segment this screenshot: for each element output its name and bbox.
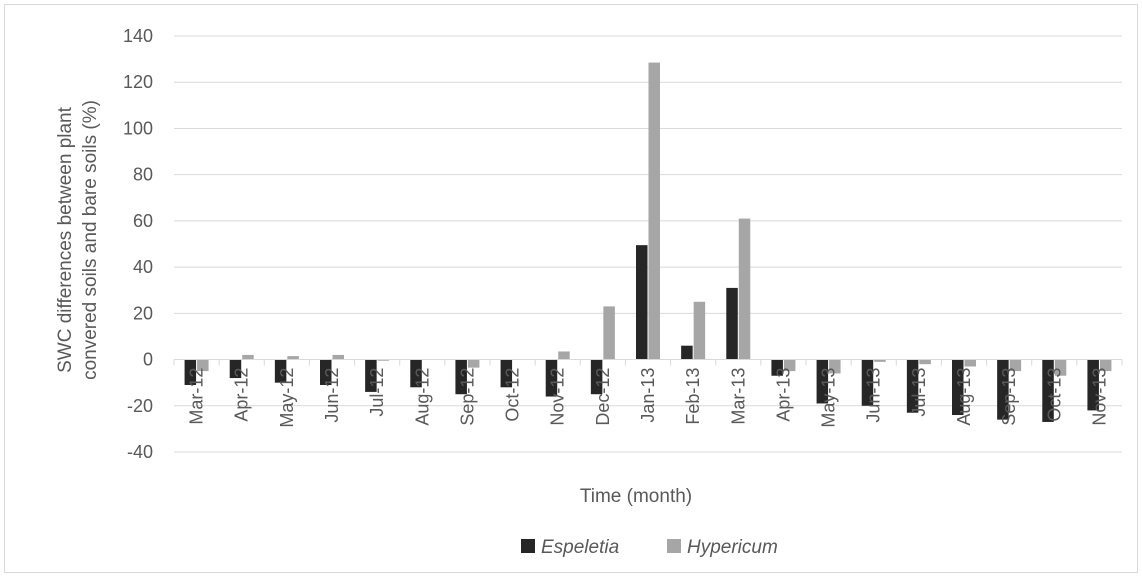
chart-area [4,4,1138,573]
bar-hypericum-jan-13 [648,62,660,360]
legend-label-espeletia: Espeletia [541,537,619,558]
bar-hypericum-mar-13 [738,218,751,360]
bar-hypericum-dec-12 [603,306,615,360]
bar-hypericum-jun-13 [874,359,886,362]
bar-hypericum-sep-12 [467,359,480,368]
x-tick-label: Jul-13 [909,368,929,417]
x-axis-tick-labels: Mar-12 Apr-12 May-12 Jun-12 Jul-12 Aug-12 Sep-… [187,368,1110,428]
x-tick-label: Jun-13 [864,368,884,423]
legend: Espeletia Hypericum [521,537,778,558]
bar-espeletia-jul-12 [365,359,377,392]
bar-espeletia-may-12 [274,359,287,383]
y-axis-title-line-1: SWC differences between plant [55,106,76,373]
bar-espeletia-sep-12 [455,359,467,395]
bar-hypericum-sep-13 [1009,359,1022,372]
bar-hypericum-apr-13 [783,359,796,372]
bar-espeletia-jul-13 [906,359,919,413]
x-tick-label: Jul-12 [367,368,387,417]
bars [173,62,1123,422]
bar-hypericum-feb-13 [693,301,706,360]
bar-hypericum-apr-12 [242,354,254,360]
x-tick-label: Nov-12 [548,368,568,426]
bar-espeletia-oct-13 [1042,359,1054,422]
bar-espeletia-mar-12 [184,359,197,385]
y-tick-label: 20 [133,303,153,323]
legend-swatch-espeletia [521,539,535,553]
x-tick-label: Apr-12 [232,368,252,422]
y-tick-label: 0 [143,350,153,370]
y-axis-title-line-2: convered soils and bare soils (%) [80,100,101,380]
bar-espeletia-nov-12 [545,359,558,397]
x-tick-label: Oct-13 [1044,368,1064,422]
x-tick-label: Feb-13 [683,368,703,425]
bar-espeletia-aug-12 [410,359,422,388]
x-tick-label: Aug-12 [412,368,432,426]
bar-espeletia-jun-13 [861,359,874,406]
bar-hypericum-may-12 [287,356,299,360]
bar-espeletia-dec-12 [590,359,603,395]
y-axis-tick-labels: -40 -20 0 20 40 60 80 100 120 140 [123,26,153,462]
bar-hypericum-nov-13 [1099,359,1112,372]
legend-swatch-hypericum [667,539,681,553]
bar-espeletia-may-13 [816,359,829,404]
bar-espeletia-apr-12 [229,359,242,379]
x-tick-label: Oct-12 [503,368,523,422]
y-tick-label: 40 [133,257,153,277]
bar-hypericum-jul-13 [919,359,931,365]
x-tick-label: Dec-12 [593,368,613,426]
x-tick-label: Jun-12 [322,368,342,423]
x-tick-label: Mar-13 [728,368,748,425]
x-tick-label: Aug-13 [954,368,974,426]
x-tick-label: Sep-13 [999,368,1019,426]
bar-hypericum-jun-12 [332,354,344,360]
bar-hypericum-oct-13 [1054,359,1067,376]
bar-hypericum-may-13 [829,359,841,374]
bar-hypericum-mar-12 [197,359,209,372]
x-tick-label: Jan-13 [638,368,658,423]
x-axis-title: Time (month) [580,486,692,507]
y-tick-label: 100 [123,118,153,138]
bar-espeletia-sep-13 [997,359,1009,420]
bar-espeletia-oct-12 [500,359,513,388]
gridlines [174,35,1122,453]
bar-espeletia-jan-13 [636,245,648,360]
bar-espeletia-nov-13 [1087,359,1099,411]
y-tick-label: 80 [133,165,153,185]
x-tick-label: May-12 [277,368,297,428]
bar-hypericum-jul-12 [377,359,390,361]
bar-espeletia-jun-12 [320,359,332,385]
y-tick-label: 60 [133,211,153,231]
bar-hypericum-aug-13 [964,359,976,367]
x-tick-label: Mar-12 [187,368,207,425]
y-tick-label: 140 [123,26,153,46]
bar-espeletia-aug-13 [952,359,964,416]
legend-label-hypericum: Hypericum [687,537,778,558]
x-tick-label: May-13 [819,368,839,428]
y-tick-label: -40 [127,442,153,462]
x-tick-label: Sep-12 [457,368,477,426]
x-tick-label: Apr-13 [773,368,793,422]
bar-espeletia-feb-13 [681,345,693,360]
x-tick-label: Nov-13 [1089,368,1109,426]
y-tick-label: 120 [123,72,153,92]
bar-espeletia-mar-13 [726,287,738,360]
bar-hypericum-nov-12 [558,351,570,360]
y-tick-label: -20 [127,396,153,416]
bar-espeletia-apr-13 [771,359,783,376]
